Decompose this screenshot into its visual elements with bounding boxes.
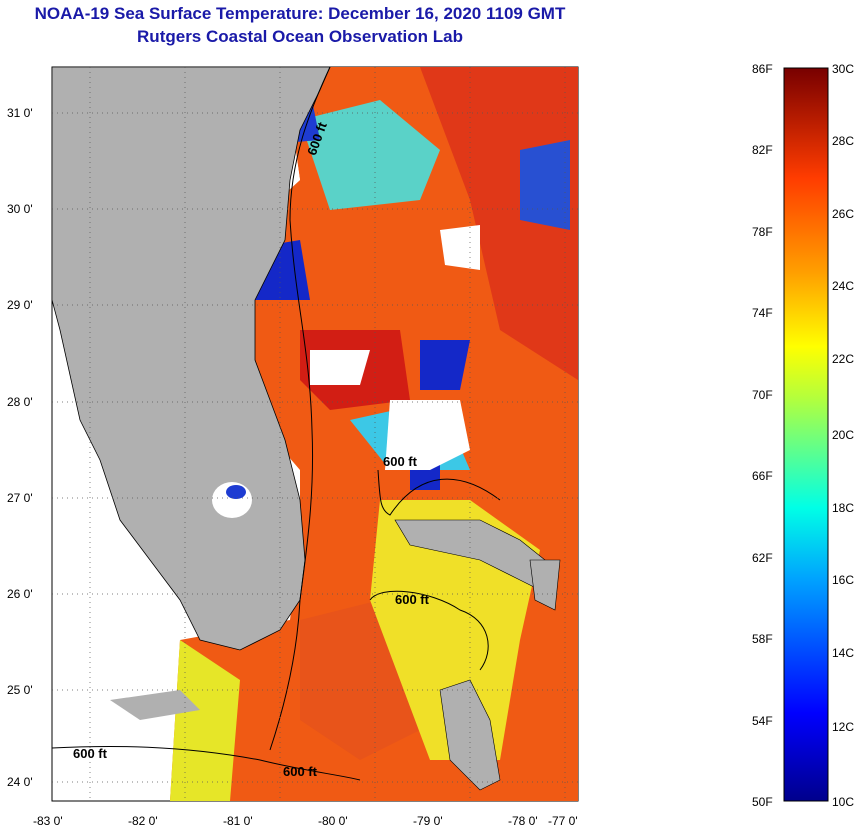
lon-tick-label: -81 0' <box>223 814 253 828</box>
mild-patch-keys <box>170 640 240 801</box>
colorbar-c-label: 22C <box>832 352 854 366</box>
hot-water-region <box>420 67 578 380</box>
colorbar-c-label: 18C <box>832 501 854 515</box>
colorbar-c-label: 26C <box>832 207 854 221</box>
cloud-region-1 <box>385 400 470 470</box>
colorbar-f-label: 82F <box>752 143 773 157</box>
colorbar-f-label: 86F <box>752 62 773 76</box>
cold-patch-4 <box>520 140 570 230</box>
colorbar-c-label: 30C <box>832 62 854 76</box>
colorbar-c-label: 12C <box>832 720 854 734</box>
lon-tick-label: -77 0' <box>548 814 578 828</box>
lat-tick-label: 29 0' <box>7 298 33 312</box>
colorbar-f-label: 54F <box>752 714 773 728</box>
lat-tick-label: 31 0' <box>7 106 33 120</box>
contour-600ft-gulfstream <box>269 67 331 751</box>
contour-600ft-bahama <box>377 469 501 516</box>
colorbar-f-label: 58F <box>752 632 773 646</box>
contour-600ft-bank <box>369 590 489 671</box>
colorbar-f-label: 70F <box>752 388 773 402</box>
colorbar-f-label: 74F <box>752 306 773 320</box>
lat-tick-label: 24 0' <box>7 775 33 789</box>
colorbar-c-label: 24C <box>832 279 854 293</box>
colorbar-f-label: 50F <box>752 795 773 809</box>
andros-island <box>439 679 501 791</box>
colorbar-c-label: 28C <box>832 134 854 148</box>
colorbar-c-label: 20C <box>832 428 854 442</box>
florida-keys <box>110 690 200 720</box>
cold-patch-3 <box>420 340 470 390</box>
lon-tick-label: -82 0' <box>128 814 158 828</box>
lat-tick-label: 27 0' <box>7 491 33 505</box>
colorbar-c-label: 10C <box>832 795 854 809</box>
lat-tick-label: 26 0' <box>7 587 33 601</box>
cool-band <box>300 100 440 210</box>
sst-field <box>52 67 578 801</box>
colorbar-f-label: 62F <box>752 551 773 565</box>
contour-600ft-south <box>52 745 361 781</box>
contour-label: 600 ft <box>383 454 418 469</box>
colorbar-f-label: 66F <box>752 469 773 483</box>
abaco-island <box>529 559 561 611</box>
contour-label: 600 ft <box>283 764 318 779</box>
cloud-region-2 <box>310 350 370 385</box>
map-subtitle: Rutgers Coastal Ocean Observation Lab <box>137 27 463 46</box>
cloud-region-3 <box>440 225 480 270</box>
lon-tick-label: -80 0' <box>318 814 348 828</box>
map-title: NOAA-19 Sea Surface Temperature: Decembe… <box>34 4 566 23</box>
lat-tick-label: 28 0' <box>7 395 33 409</box>
contour-label: 600 ft <box>73 746 108 761</box>
temperature-colorbar <box>783 67 829 802</box>
lat-tick-label: 25 0' <box>7 683 33 697</box>
contour-label: 600 ft <box>395 592 430 607</box>
lake-cold-patch <box>226 485 246 499</box>
colorbar-f-label: 78F <box>752 225 773 239</box>
colorbar-c-label: 16C <box>832 573 854 587</box>
lat-tick-label: 30 0' <box>7 202 33 216</box>
lon-tick-label: -79 0' <box>413 814 443 828</box>
colorbar-c-label: 14C <box>832 646 854 660</box>
lon-tick-label: -83 0' <box>33 814 63 828</box>
lon-tick-label: -78 0' <box>508 814 538 828</box>
